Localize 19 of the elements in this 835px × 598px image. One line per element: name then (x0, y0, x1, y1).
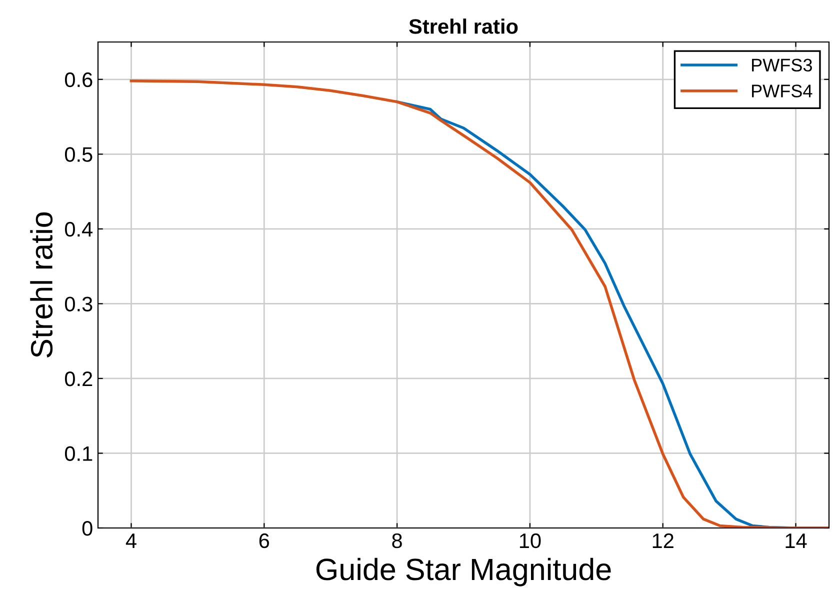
line-series (130, 79, 829, 528)
x-tick-label: 12 (652, 533, 674, 548)
y-tick-label: 0.2 (64, 371, 92, 386)
y-tick-label: 0.5 (64, 147, 92, 162)
y-tick-label: 0.4 (64, 222, 93, 237)
y-tick-label: 0.1 (64, 446, 92, 461)
y-axis-title: Strehl ratio (30, 212, 53, 358)
y-tick-label: 0.6 (64, 72, 92, 88)
legend-label: PWFS4 (752, 84, 812, 98)
x-tick-label: 8 (392, 533, 402, 548)
x-tick-label: 6 (259, 533, 270, 548)
chart-title: Strehl ratio (409, 18, 518, 34)
x-tick-label: 14 (786, 534, 807, 548)
legend-label: PWFS3 (752, 58, 812, 72)
x-axis-title: Guide Star Magnitude (316, 558, 611, 586)
x-tick-label: 4 (126, 534, 136, 548)
x-tick-label: 10 (520, 533, 541, 548)
y-tick-label: 0.3 (64, 296, 92, 312)
y-tick-label: 0 (82, 521, 92, 536)
